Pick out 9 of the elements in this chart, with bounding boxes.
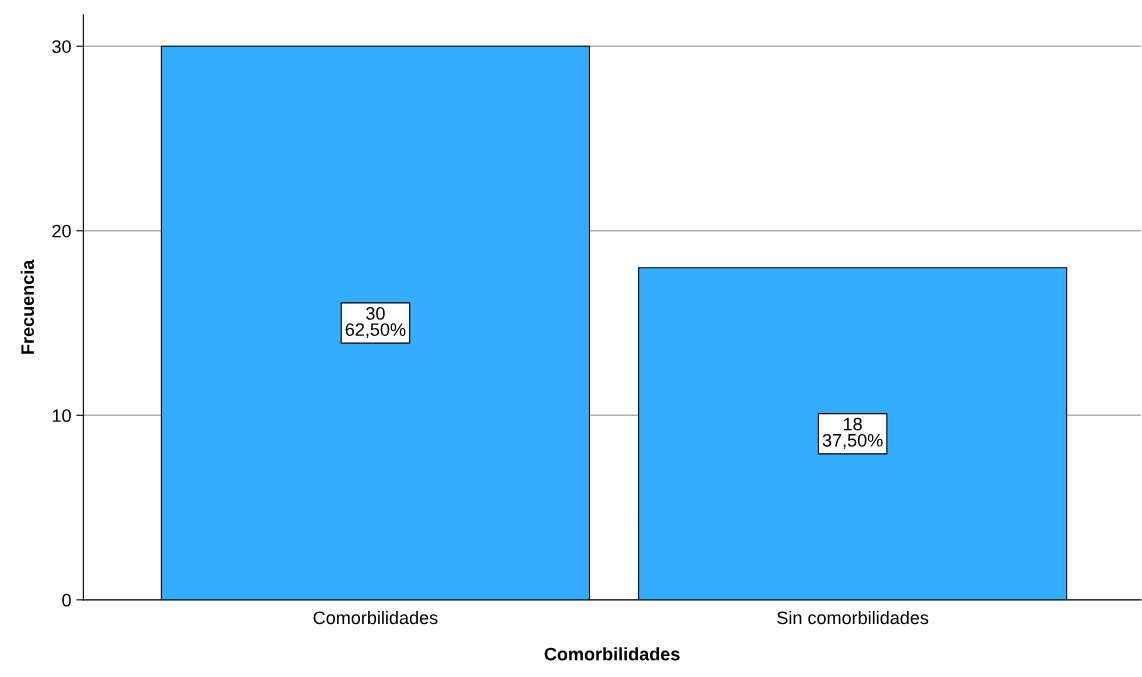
y-tick-label: 10	[52, 409, 71, 423]
y-tick-label: 30	[52, 40, 71, 53]
data-label: 30 62,50%	[345, 307, 406, 339]
data-label: 18 37,50%	[822, 417, 883, 449]
y-tick-label: 20	[52, 224, 71, 238]
y-axis-title: Frecuencia	[20, 259, 35, 354]
x-tick-label: Sin comorbilidades	[777, 610, 929, 625]
x-axis-title: Comorbilidades	[544, 647, 680, 661]
y-tick-label: 0	[62, 593, 71, 607]
